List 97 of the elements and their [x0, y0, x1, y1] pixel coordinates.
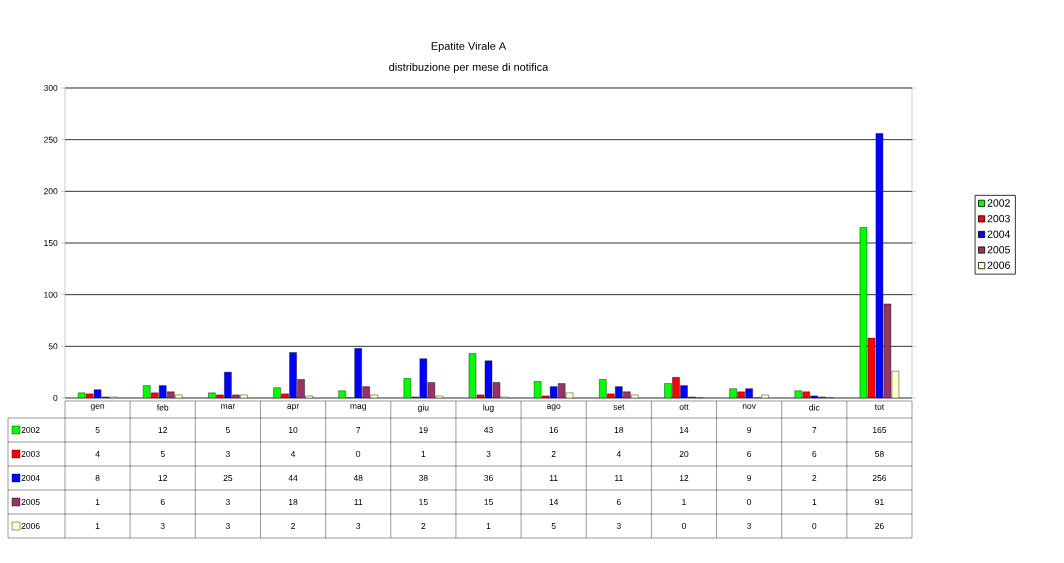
- data-label: 7: [356, 427, 361, 433]
- y-tick-label: 100: [44, 291, 58, 298]
- data-label: 19: [419, 427, 428, 433]
- data-label: 1: [421, 451, 426, 457]
- data-label: 3: [225, 523, 230, 529]
- x-tick-label: lug: [483, 404, 494, 413]
- data-label: 58: [875, 451, 884, 457]
- data-label: 3: [225, 499, 230, 505]
- x-tick-label: set: [613, 404, 625, 410]
- data-label: 0: [812, 523, 817, 529]
- data-label: 3: [160, 523, 165, 529]
- data-label: 11: [354, 499, 363, 505]
- data-label: 256: [872, 475, 887, 481]
- data-label: 9: [747, 475, 752, 481]
- data-label: 43: [483, 427, 493, 433]
- data-label: 14: [549, 499, 559, 505]
- data-label: 8: [95, 475, 100, 481]
- data-label: 0: [356, 451, 361, 457]
- data-label: 15: [419, 499, 428, 505]
- data-label: 15: [484, 499, 493, 505]
- data-label: 12: [679, 475, 689, 481]
- x-tick-label: dic: [809, 404, 820, 411]
- data-label: 2: [551, 451, 556, 457]
- legend-label: 2003: [21, 451, 40, 457]
- data-label: 3: [747, 523, 752, 529]
- y-tick-label: 50: [48, 343, 58, 350]
- data-label: 2: [421, 523, 426, 529]
- x-tick-label: gen: [90, 404, 105, 411]
- data-label: 7: [812, 427, 817, 433]
- data-label: 44: [288, 475, 298, 481]
- data-label: 26: [875, 523, 884, 529]
- y-tick-label: 0: [53, 395, 58, 401]
- data-label: 4: [290, 451, 296, 457]
- data-label: 5: [95, 427, 100, 433]
- text: 2002: [987, 199, 1010, 207]
- data-label: 3: [225, 451, 230, 457]
- data-label: 3: [486, 451, 491, 457]
- legend-label: 2002: [21, 427, 40, 433]
- data-label: 6: [747, 451, 752, 457]
- data-label: 1: [95, 523, 100, 529]
- data-label: 3: [616, 523, 621, 529]
- text: 2005: [21, 499, 40, 505]
- data-label: 6: [812, 451, 817, 457]
- data-label: 18: [288, 499, 298, 505]
- data-label: 0: [681, 523, 686, 529]
- y-tick-label: 200: [44, 188, 58, 195]
- y-tick-label: 250: [44, 136, 58, 143]
- data-label: 4: [95, 451, 100, 457]
- data-label: 1: [812, 499, 817, 505]
- data-label: 36: [484, 475, 493, 481]
- data-label: 1: [95, 499, 100, 505]
- x-tick-label: tot: [874, 404, 885, 410]
- data-label: 9: [747, 427, 752, 433]
- data-label: 12: [158, 475, 168, 481]
- data-label: 18: [614, 427, 624, 433]
- data-label: 1: [486, 523, 491, 529]
- x-tick-label: ago: [546, 404, 561, 411]
- x-tick-label: mar: [221, 404, 236, 409]
- data-label: 1: [682, 499, 686, 505]
- text: 2004: [987, 230, 1011, 238]
- data-label: 6: [160, 499, 165, 505]
- x-tick-label: giu: [418, 404, 429, 413]
- data-label: 48: [353, 475, 363, 481]
- data-label: 38: [418, 475, 428, 481]
- data-label: 6: [616, 499, 621, 505]
- data-label: 5: [551, 523, 556, 529]
- x-tick-label: feb: [156, 404, 169, 411]
- data-label: 10: [288, 427, 298, 433]
- chart-subtitle: distribuzione per mese di notifica: [389, 62, 549, 74]
- data-label: 11: [615, 475, 623, 481]
- x-tick-label: nov: [742, 404, 756, 409]
- data-label: 2: [291, 523, 295, 529]
- data-label: 14: [679, 427, 689, 433]
- legend-label: 2006: [987, 261, 1010, 269]
- data-label: 91: [875, 499, 884, 505]
- data-label: 16: [549, 427, 558, 433]
- data-label: 5: [160, 451, 165, 457]
- y-tick-label: 300: [43, 85, 58, 91]
- x-tick-label: ott: [679, 404, 689, 410]
- legend-label: 2004: [21, 475, 40, 481]
- data-label: 165: [873, 427, 887, 433]
- legend-label: 2005: [987, 246, 1010, 254]
- data-label: 12: [158, 427, 168, 433]
- data-label: 4: [616, 451, 621, 457]
- chart-title: Epatite Virale A: [431, 41, 507, 53]
- data-label: 0: [747, 499, 752, 505]
- data-label: 25: [223, 475, 233, 481]
- x-tick-label: mag: [350, 404, 366, 411]
- data-label: 3: [356, 523, 361, 529]
- data-label: 20: [679, 451, 689, 457]
- data-label: 2: [812, 475, 817, 481]
- x-tick-label: apr: [287, 404, 300, 411]
- y-tick-label: 150: [44, 240, 58, 246]
- text: 2003: [987, 214, 1010, 223]
- data-label: 5: [225, 427, 230, 433]
- data-label: 11: [549, 475, 558, 481]
- text: 2006: [21, 523, 40, 529]
